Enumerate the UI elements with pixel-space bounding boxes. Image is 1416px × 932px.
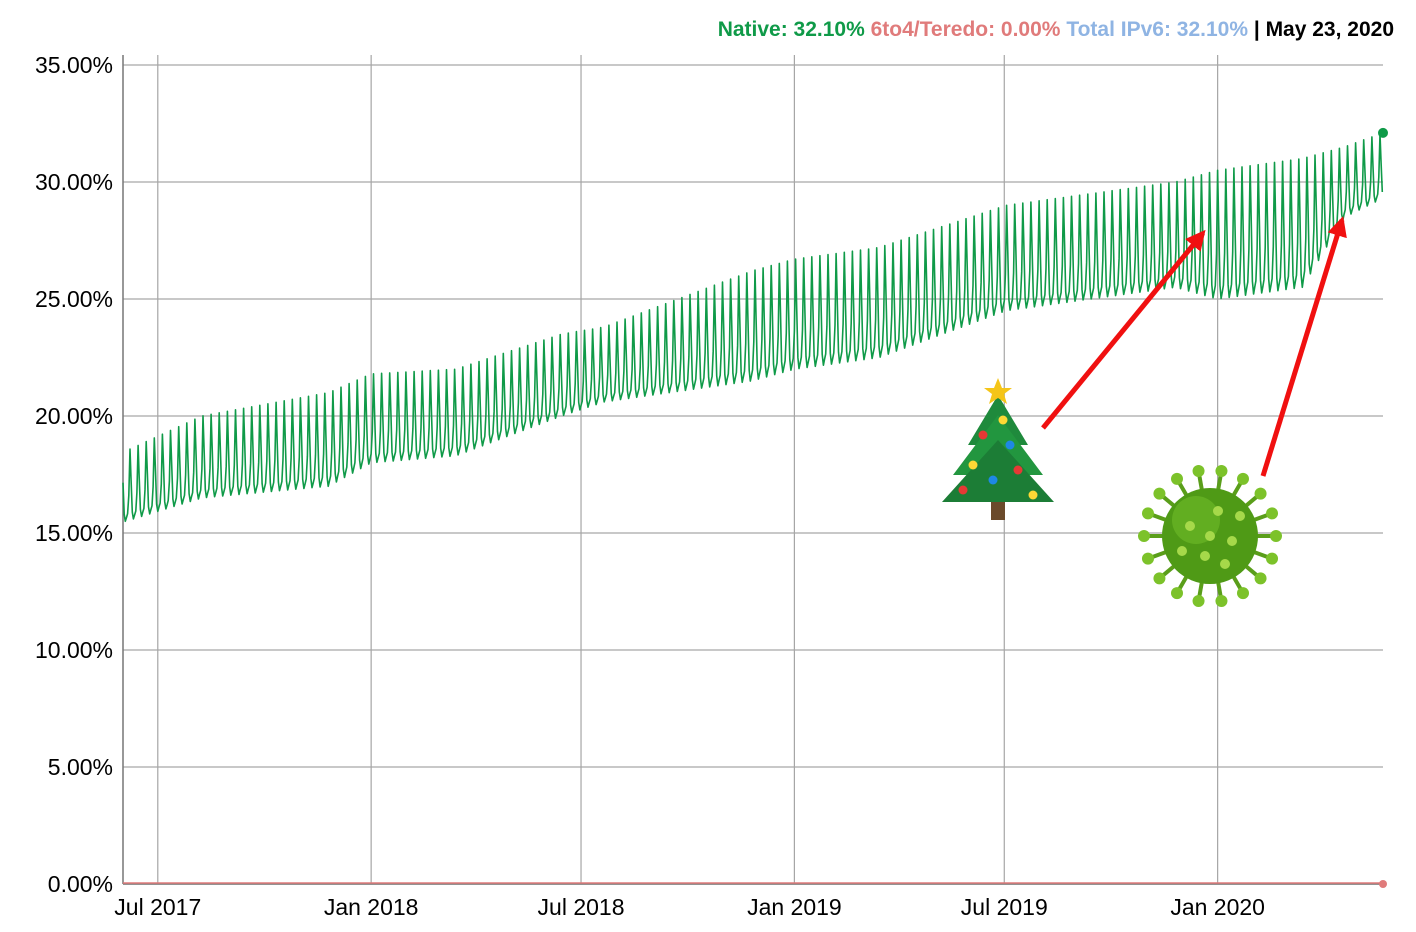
y-tick-label: 25.00%	[35, 286, 113, 312]
x-tick-label: Jan 2019	[747, 894, 842, 920]
chart-axes	[122, 55, 1383, 885]
coronavirus-icon	[1138, 465, 1282, 607]
x-tick-label: Jul 2019	[961, 894, 1048, 920]
y-tick-label: 15.00%	[35, 520, 113, 546]
x-axis-ticks: Jul 2017 Jan 2018 Jul 2018 Jan 2019 Jul 2019…	[114, 894, 1265, 920]
x-tick-label: Jan 2020	[1170, 894, 1265, 920]
x-tick-label: Jul 2018	[538, 894, 625, 920]
chart-annotations	[942, 216, 1347, 607]
series-teredo-end-point	[1379, 880, 1387, 888]
total-ipv6-label: Total IPv6: 32.10%	[1066, 18, 1249, 41]
chart-header: Native: 32.10% 6to4/Teredo: 0.00% Total …	[718, 18, 1394, 42]
series-native-line	[122, 133, 1384, 523]
arrow-covid	[1260, 216, 1347, 477]
arrow-christmas	[1041, 229, 1206, 430]
y-tick-label: 10.00%	[35, 637, 113, 663]
native-label: Native: 32.10%	[717, 18, 865, 41]
y-tick-label: 35.00%	[35, 52, 113, 78]
christmas-tree-icon	[942, 378, 1054, 520]
y-axis-ticks: 0.00% 5.00% 10.00% 15.00% 20.00% 25.00% 30.00%…	[35, 52, 113, 897]
y-tick-label: 20.00%	[35, 403, 113, 429]
y-tick-label: 30.00%	[35, 169, 113, 195]
header-date: May 23, 2020	[1265, 18, 1394, 41]
series-native-end-point	[1378, 127, 1388, 138]
y-tick-label: 5.00%	[48, 754, 113, 780]
x-tick-label: Jul 2017	[114, 894, 201, 920]
x-tick-label: Jan 2018	[324, 894, 419, 920]
teredo-label: 6to4/Teredo: 0.00%	[870, 18, 1061, 41]
header-separator: |	[1248, 18, 1266, 41]
chart-series	[122, 127, 1388, 888]
y-tick-label: 0.00%	[48, 871, 113, 897]
